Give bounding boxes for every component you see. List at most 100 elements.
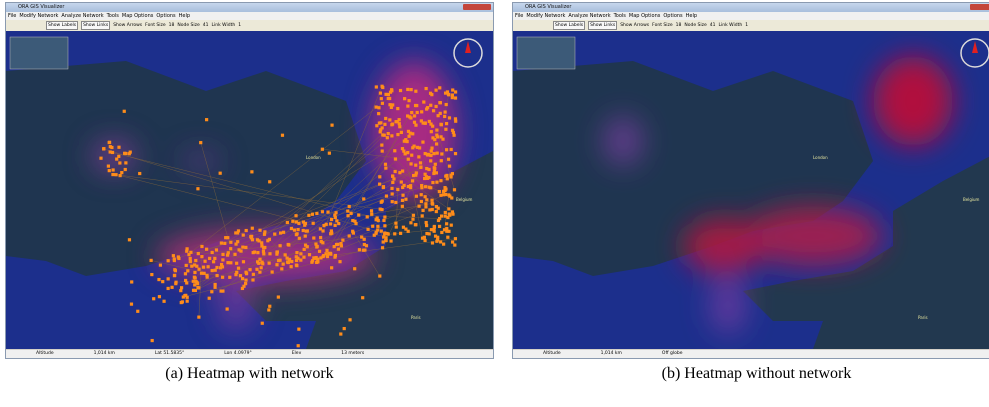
menu-item[interactable]: File: [515, 13, 524, 19]
network-node: [262, 252, 266, 256]
status-item: Altitude: [36, 351, 54, 356]
network-node: [443, 188, 447, 193]
network-node: [342, 326, 346, 331]
menu-item[interactable]: Map Options: [628, 13, 661, 19]
network-node: [450, 196, 454, 200]
network-node: [409, 116, 413, 120]
toolbar-item: 41: [709, 23, 716, 28]
network-node: [419, 119, 423, 123]
network-node: [425, 198, 429, 202]
network-node: [408, 184, 413, 188]
network-node: [383, 224, 387, 228]
network-node: [401, 193, 405, 197]
network-node: [278, 258, 282, 262]
network-node: [120, 171, 124, 175]
network-node: [365, 215, 369, 219]
network-node: [374, 230, 378, 234]
network-node: [295, 232, 299, 236]
menu-item[interactable]: Modify Network: [19, 13, 59, 19]
network-node: [434, 171, 439, 175]
network-node: [383, 232, 387, 236]
status-item: Elev: [291, 351, 302, 356]
network-node: [414, 194, 418, 198]
network-node: [172, 258, 176, 263]
menu-item[interactable]: Modify Network: [526, 13, 566, 19]
network-node: [294, 258, 299, 263]
network-node: [424, 175, 429, 179]
network-node: [210, 250, 214, 255]
network-node: [136, 309, 140, 313]
network-node: [397, 122, 401, 126]
network-node: [226, 236, 230, 240]
network-node: [252, 250, 257, 254]
network-node: [411, 132, 415, 136]
network-node: [452, 188, 457, 192]
network-node: [195, 280, 199, 285]
network-node: [283, 253, 287, 257]
menu-item[interactable]: Help: [685, 13, 698, 19]
network-node: [225, 307, 229, 311]
network-node: [450, 240, 455, 244]
network-node: [406, 151, 410, 155]
menu-item[interactable]: Help: [178, 13, 191, 19]
network-node: [374, 105, 378, 109]
network-node: [291, 219, 295, 223]
network-node: [260, 241, 264, 245]
network-node: [276, 295, 280, 299]
network-node: [262, 246, 266, 250]
network-node: [346, 214, 350, 218]
network-node: [200, 244, 204, 249]
network-node: [401, 185, 405, 190]
menu-item[interactable]: File: [8, 13, 17, 19]
network-node: [305, 245, 309, 249]
network-node: [184, 278, 188, 283]
network-node: [428, 208, 432, 212]
network-node: [390, 186, 394, 190]
menu-item[interactable]: Analyze Network: [568, 13, 611, 19]
network-node: [183, 272, 188, 276]
network-node: [302, 247, 306, 251]
menu-item[interactable]: Options: [156, 13, 176, 19]
network-node: [301, 228, 305, 233]
network-node: [307, 253, 312, 257]
network-node: [405, 139, 409, 144]
network-node: [219, 262, 224, 267]
network-node: [185, 299, 189, 303]
network-node: [296, 344, 300, 348]
network-node: [424, 205, 428, 209]
menu-item[interactable]: Options: [663, 13, 683, 19]
network-node: [438, 101, 442, 105]
network-node: [138, 171, 142, 176]
network-node: [396, 187, 400, 192]
network-node: [425, 231, 429, 236]
network-node: [454, 119, 458, 123]
network-node: [339, 332, 343, 336]
network-node: [259, 266, 263, 270]
network-node: [438, 86, 442, 90]
network-node: [213, 256, 217, 261]
network-node: [128, 150, 132, 154]
network-node: [423, 195, 427, 199]
network-node: [157, 295, 162, 299]
network-node: [411, 217, 415, 221]
network-node: [234, 242, 238, 246]
network-node: [149, 258, 153, 262]
network-node: [281, 230, 286, 234]
network-node: [436, 206, 440, 210]
network-node: [292, 228, 297, 232]
status-item: 1,014 km: [93, 351, 115, 356]
network-node: [429, 228, 434, 232]
network-node: [281, 262, 285, 266]
network-node: [205, 273, 209, 278]
network-node: [398, 88, 403, 93]
network-node: [404, 227, 408, 231]
network-node: [390, 174, 395, 178]
screenshot-window: ORA GIS Visualizer File Modify Network Anal…: [512, 2, 989, 359]
network-node: [433, 166, 437, 170]
network-node: [241, 260, 246, 264]
menu-item[interactable]: Map Options: [121, 13, 154, 19]
status-item: 1,014 km: [600, 351, 622, 356]
menu-item[interactable]: Tools: [613, 13, 626, 19]
menu-item[interactable]: Analyze Network: [61, 13, 104, 19]
menu-item[interactable]: Tools: [106, 13, 119, 19]
